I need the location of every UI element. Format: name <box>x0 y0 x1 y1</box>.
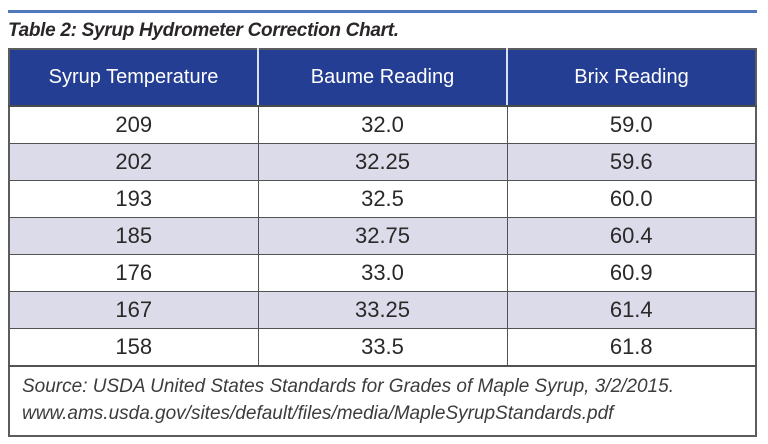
table-source-row: Source: USDA United States Standards for… <box>9 365 756 436</box>
table-row: 176 33.0 60.9 <box>8 254 757 292</box>
cell-baume: 33.0 <box>257 254 508 292</box>
source-url-text: www.ams.usda.gov/sites/default/files/med… <box>22 403 614 424</box>
cell-temperature: 209 <box>8 105 259 144</box>
cell-baume: 32.75 <box>257 217 508 255</box>
cell-brix: 61.4 <box>506 291 757 329</box>
cell-temperature: 158 <box>8 328 259 367</box>
cell-temperature: 167 <box>8 291 259 329</box>
cell-brix: 59.0 <box>506 105 757 144</box>
cell-brix: 61.8 <box>506 328 757 367</box>
cell-baume: 33.25 <box>257 291 508 329</box>
table-row: 193 32.5 60.0 <box>8 180 757 218</box>
cell-temperature: 185 <box>8 217 259 255</box>
syrup-correction-table: Syrup Temperature Baume Reading Brix Rea… <box>8 48 757 437</box>
cell-temperature: 176 <box>8 254 259 292</box>
cell-brix: 60.9 <box>506 254 757 292</box>
cell-baume: 32.0 <box>257 105 508 144</box>
table-row: 167 33.25 61.4 <box>8 291 757 329</box>
cell-temperature: 202 <box>8 143 259 181</box>
cell-baume: 32.5 <box>257 180 508 218</box>
table-row: 202 32.25 59.6 <box>8 143 757 181</box>
table-row: 209 32.0 59.0 <box>8 105 757 144</box>
table-row: 158 33.5 61.8 <box>8 328 757 367</box>
column-header-syrup-temperature: Syrup Temperature <box>9 49 258 107</box>
cell-brix: 60.0 <box>506 180 757 218</box>
cell-brix: 59.6 <box>506 143 757 181</box>
source-note-cell: Source: USDA United States Standards for… <box>9 365 756 436</box>
cell-baume: 33.5 <box>257 328 508 367</box>
cell-baume: 32.25 <box>257 143 508 181</box>
table-row: 185 32.75 60.4 <box>8 217 757 255</box>
top-divider-rule <box>8 10 757 13</box>
table-header-row: Syrup Temperature Baume Reading Brix Rea… <box>9 49 756 107</box>
table-caption: Table 2: Syrup Hydrometer Correction Cha… <box>8 20 399 41</box>
cell-brix: 60.4 <box>506 217 757 255</box>
column-header-baume-reading: Baume Reading <box>257 49 507 107</box>
cell-temperature: 193 <box>8 180 259 218</box>
source-citation-text: Source: USDA United States Standards for… <box>22 376 674 397</box>
column-header-brix-reading: Brix Reading <box>506 49 756 107</box>
